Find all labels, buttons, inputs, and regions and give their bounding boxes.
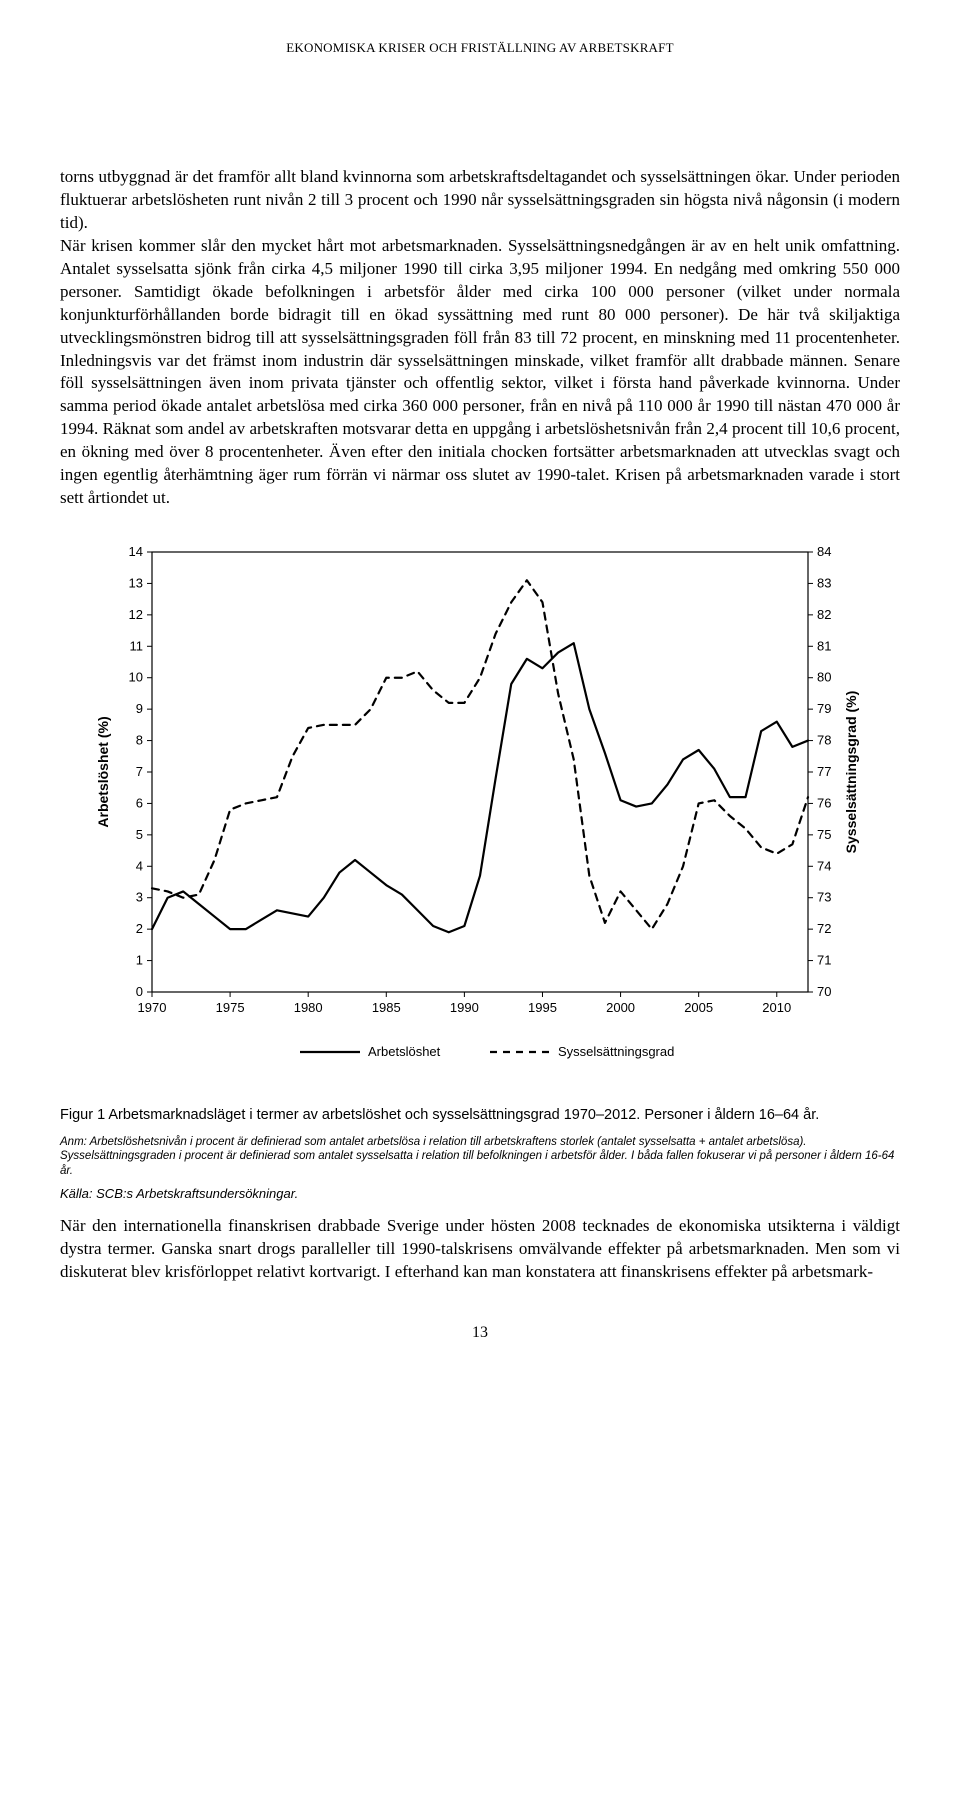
svg-text:1995: 1995 bbox=[528, 1000, 557, 1015]
body-paragraph-3: När den internationella finanskrisen dra… bbox=[60, 1215, 900, 1284]
svg-text:1970: 1970 bbox=[138, 1000, 167, 1015]
svg-text:2005: 2005 bbox=[684, 1000, 713, 1015]
svg-text:1: 1 bbox=[136, 953, 143, 968]
svg-text:1985: 1985 bbox=[372, 1000, 401, 1015]
svg-text:5: 5 bbox=[136, 827, 143, 842]
svg-text:74: 74 bbox=[817, 858, 831, 873]
svg-text:77: 77 bbox=[817, 764, 831, 779]
para2-text: När krisen kommer slår den mycket hårt m… bbox=[60, 236, 900, 507]
svg-text:2: 2 bbox=[136, 921, 143, 936]
svg-text:75: 75 bbox=[817, 827, 831, 842]
para1-text: torns utbyggnad är det framför allt blan… bbox=[60, 167, 900, 232]
svg-text:3: 3 bbox=[136, 890, 143, 905]
svg-text:10: 10 bbox=[129, 670, 143, 685]
svg-text:70: 70 bbox=[817, 984, 831, 999]
svg-text:81: 81 bbox=[817, 638, 831, 653]
svg-text:0: 0 bbox=[136, 984, 143, 999]
chart-svg: 0123456789101112131470717273747576777879… bbox=[90, 532, 870, 1092]
svg-text:8: 8 bbox=[136, 733, 143, 748]
svg-text:2010: 2010 bbox=[762, 1000, 791, 1015]
svg-text:1980: 1980 bbox=[294, 1000, 323, 1015]
svg-text:Arbetslöshet (%): Arbetslöshet (%) bbox=[95, 716, 111, 827]
svg-text:14: 14 bbox=[129, 544, 143, 559]
svg-text:83: 83 bbox=[817, 575, 831, 590]
svg-text:9: 9 bbox=[136, 701, 143, 716]
body-paragraph-2: När krisen kommer slår den mycket hårt m… bbox=[60, 235, 900, 510]
svg-text:1975: 1975 bbox=[216, 1000, 245, 1015]
svg-text:79: 79 bbox=[817, 701, 831, 716]
page-number: 13 bbox=[60, 1324, 900, 1342]
svg-text:71: 71 bbox=[817, 953, 831, 968]
svg-text:82: 82 bbox=[817, 607, 831, 622]
svg-text:80: 80 bbox=[817, 670, 831, 685]
figure-source: Källa: SCB:s Arbetskraftsundersökningar. bbox=[60, 1186, 900, 1201]
svg-text:2000: 2000 bbox=[606, 1000, 635, 1015]
dual-axis-line-chart: 0123456789101112131470717273747576777879… bbox=[90, 532, 870, 1092]
svg-text:11: 11 bbox=[130, 638, 144, 653]
svg-text:76: 76 bbox=[817, 795, 831, 810]
svg-text:Arbetslöshet: Arbetslöshet bbox=[368, 1044, 441, 1059]
svg-text:6: 6 bbox=[136, 795, 143, 810]
svg-text:1990: 1990 bbox=[450, 1000, 479, 1015]
svg-text:78: 78 bbox=[817, 733, 831, 748]
svg-text:72: 72 bbox=[817, 921, 831, 936]
svg-text:Sysselsättningsgrad (%): Sysselsättningsgrad (%) bbox=[843, 691, 859, 854]
body-paragraph-1: torns utbyggnad är det framför allt blan… bbox=[60, 166, 900, 235]
svg-text:84: 84 bbox=[817, 544, 831, 559]
page-header: EKONOMISKA KRISER OCH FRISTÄLLNING AV AR… bbox=[60, 40, 900, 56]
svg-text:73: 73 bbox=[817, 890, 831, 905]
svg-text:13: 13 bbox=[129, 575, 143, 590]
svg-text:7: 7 bbox=[136, 764, 143, 779]
svg-text:4: 4 bbox=[136, 858, 143, 873]
svg-text:Sysselsättningsgrad: Sysselsättningsgrad bbox=[558, 1044, 674, 1059]
svg-text:12: 12 bbox=[129, 607, 143, 622]
figure-caption: Figur 1 Arbetsmarknadsläget i termer av … bbox=[60, 1106, 900, 1125]
figure-note: Anm: Arbetslöshetsnivån i procent är def… bbox=[60, 1135, 900, 1178]
